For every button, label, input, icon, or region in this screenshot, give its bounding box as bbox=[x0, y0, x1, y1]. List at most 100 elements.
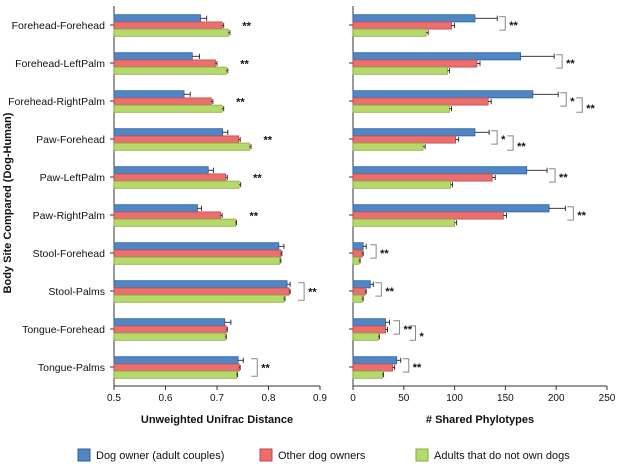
x-tick-label: 0.9 bbox=[313, 393, 327, 404]
bar-other-dog-owners-stool-forehead bbox=[113, 249, 282, 258]
bar-adults-that-do-not-own-dogs-paw-forehead bbox=[113, 142, 250, 151]
bar-dog-owner-adult-couples--forehead-rightpalm bbox=[352, 90, 534, 99]
bar-other-dog-owners-forehead-rightpalm bbox=[113, 97, 212, 106]
significance-bracket bbox=[560, 92, 567, 107]
bar-adults-that-do-not-own-dogs-forehead-leftpalm bbox=[352, 66, 448, 75]
bar-dog-owner-adult-couples--paw-forehead bbox=[352, 128, 476, 137]
x-tick-label: 0.8 bbox=[262, 393, 276, 404]
legend-label-adults-that-do-not-own-dogs: Adults that do not own dogs bbox=[434, 450, 570, 462]
bar-other-dog-owners-forehead-forehead bbox=[113, 21, 223, 30]
significance-bracket bbox=[375, 282, 382, 297]
bar-adults-that-do-not-own-dogs-tongue-palms bbox=[352, 370, 383, 379]
bar-other-dog-owners-forehead-leftpalm bbox=[113, 59, 216, 68]
bar-adults-that-do-not-own-dogs-paw-rightpalm bbox=[352, 218, 455, 227]
significance-bracket bbox=[370, 244, 377, 259]
significance-bracket bbox=[491, 130, 498, 145]
bar-adults-that-do-not-own-dogs-stool-palms bbox=[113, 294, 285, 303]
significance-marker: ** bbox=[380, 248, 389, 260]
bar-other-dog-owners-paw-leftpalm bbox=[113, 173, 227, 182]
left-chart-unifrac: 0.5 0.6 0.7 0.8 0.9 Unweighted Unifrac Distan… bbox=[8, 6, 327, 426]
bar-dog-owner-adult-couples--tongue-palms bbox=[352, 356, 398, 365]
bar-dog-owner-adult-couples--paw-leftpalm bbox=[113, 166, 209, 175]
significance-bracket bbox=[576, 97, 583, 113]
significance-marker: ** bbox=[404, 324, 413, 336]
significance-bracket bbox=[567, 206, 574, 221]
bar-adults-that-do-not-own-dogs-forehead-leftpalm bbox=[113, 66, 227, 75]
significance-marker: ** bbox=[253, 173, 262, 185]
bar-dog-owner-adult-couples--paw-rightpalm bbox=[113, 204, 198, 213]
x-tick-label: 50 bbox=[398, 393, 410, 404]
x-tick-label: 0 bbox=[350, 393, 356, 404]
x-axis-title: # Shared Phylotypes bbox=[426, 414, 534, 426]
significance-bracket bbox=[499, 16, 506, 31]
legend-swatch-other-dog-owners bbox=[259, 448, 273, 462]
bar-dog-owner-adult-couples--tongue-forehead bbox=[113, 318, 226, 327]
significance-marker: ** bbox=[263, 135, 272, 147]
significance-marker: ** bbox=[385, 286, 394, 298]
significance-bracket bbox=[556, 54, 563, 69]
bar-other-dog-owners-forehead-forehead bbox=[352, 21, 452, 30]
significance-marker: ** bbox=[586, 103, 595, 115]
bar-other-dog-owners-tongue-forehead bbox=[352, 325, 386, 334]
bar-other-dog-owners-tongue-forehead bbox=[113, 325, 227, 334]
bar-dog-owner-adult-couples--tongue-forehead bbox=[352, 318, 386, 327]
x-tick-label: 0.6 bbox=[159, 393, 173, 404]
x-axis-title: Unweighted Unifrac Distance bbox=[141, 414, 293, 426]
significance-bracket bbox=[549, 168, 556, 183]
x-tick-label: 100 bbox=[446, 393, 463, 404]
significance-bracket bbox=[298, 282, 305, 301]
bar-dog-owner-adult-couples--stool-forehead bbox=[352, 242, 364, 251]
category-label-paw-rightpalm: Paw-RightPalm bbox=[33, 210, 106, 222]
significance-marker: * bbox=[420, 331, 425, 343]
category-label-paw-forehead: Paw-Forehead bbox=[36, 134, 105, 146]
significance-bracket bbox=[402, 358, 410, 373]
bar-other-dog-owners-paw-leftpalm bbox=[352, 173, 493, 182]
bar-dog-owner-adult-couples--forehead-rightpalm bbox=[113, 90, 185, 99]
significance-marker: ** bbox=[413, 362, 422, 374]
x-tick-label: 0.7 bbox=[210, 393, 224, 404]
category-label-forehead-forehead: Forehead-Forehead bbox=[12, 20, 106, 32]
bar-other-dog-owners-paw-forehead bbox=[352, 135, 457, 144]
bar-adults-that-do-not-own-dogs-paw-leftpalm bbox=[113, 180, 240, 189]
bar-other-dog-owners-forehead-rightpalm bbox=[352, 97, 489, 106]
significance-marker: ** bbox=[261, 363, 270, 375]
bar-adults-that-do-not-own-dogs-paw-forehead bbox=[352, 142, 424, 151]
category-label-stool-forehead: Stool-Forehead bbox=[33, 248, 106, 260]
bar-adults-that-do-not-own-dogs-stool-forehead bbox=[113, 256, 281, 265]
bar-dog-owner-adult-couples--paw-forehead bbox=[113, 128, 224, 137]
bar-adults-that-do-not-own-dogs-stool-forehead bbox=[352, 256, 360, 265]
significance-bracket bbox=[393, 320, 401, 335]
significance-marker: ** bbox=[236, 97, 245, 109]
bar-other-dog-owners-paw-forehead bbox=[113, 135, 240, 144]
right-chart-shared-phylotypes: 0 50 100 150 200 250# Shared Phylotypes******… bbox=[349, 6, 616, 426]
significance-marker: ** bbox=[308, 287, 317, 299]
category-label-forehead-leftpalm: Forehead-LeftPalm bbox=[15, 58, 105, 70]
x-tick-label: 150 bbox=[497, 393, 514, 404]
bar-other-dog-owners-forehead-leftpalm bbox=[352, 59, 478, 68]
category-label-tongue-palms: Tongue-Palms bbox=[38, 362, 105, 374]
bar-other-dog-owners-tongue-palms bbox=[352, 363, 394, 372]
category-label-stool-palms: Stool-Palms bbox=[48, 286, 105, 298]
bar-other-dog-owners-paw-rightpalm bbox=[113, 211, 222, 220]
significance-marker: ** bbox=[242, 21, 251, 33]
significance-bracket bbox=[251, 358, 258, 377]
significance-marker: ** bbox=[250, 211, 259, 223]
bar-other-dog-owners-stool-palms bbox=[352, 287, 366, 296]
bar-other-dog-owners-stool-forehead bbox=[352, 249, 363, 258]
legend-swatch-adults-that-do-not-own-dogs bbox=[415, 448, 429, 462]
bar-adults-that-do-not-own-dogs-tongue-palms bbox=[113, 370, 237, 379]
category-label-paw-leftpalm: Paw-LeftPalm bbox=[40, 172, 106, 184]
significance-marker: * bbox=[501, 134, 506, 146]
x-tick-label: 0.5 bbox=[107, 393, 121, 404]
significance-marker: ** bbox=[517, 141, 526, 153]
bar-adults-that-do-not-own-dogs-tongue-forehead bbox=[113, 332, 226, 341]
bar-adults-that-do-not-own-dogs-forehead-forehead bbox=[352, 28, 427, 37]
bar-adults-that-do-not-own-dogs-paw-leftpalm bbox=[352, 180, 451, 189]
bar-adults-that-do-not-own-dogs-paw-rightpalm bbox=[113, 218, 236, 227]
x-tick-label: 200 bbox=[548, 393, 565, 404]
bar-dog-owner-adult-couples--paw-leftpalm bbox=[352, 166, 528, 175]
category-label-forehead-rightpalm: Forehead-RightPalm bbox=[8, 96, 105, 108]
significance-marker: ** bbox=[240, 59, 249, 71]
